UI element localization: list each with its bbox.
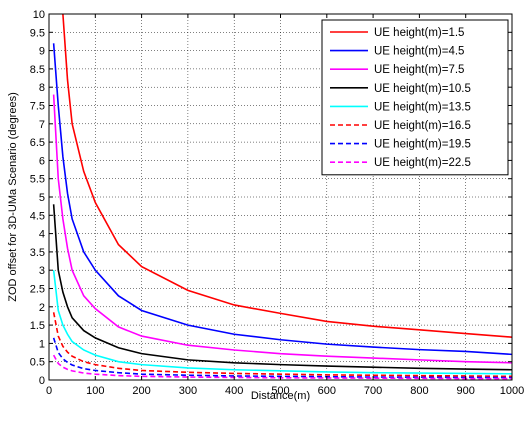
x-tick-label: 600 — [318, 385, 336, 397]
y-tick-label: 6 — [39, 155, 45, 167]
legend-label-5: UE height(m)=13.5 — [374, 101, 471, 113]
x-tick-label: 100 — [86, 385, 104, 397]
series-line-3 — [52, 94, 512, 364]
legend-label-6: UE height(m)=16.5 — [374, 120, 471, 132]
legend-label-8: UE height(m)=22.5 — [374, 157, 471, 169]
legend: UE height(m)=1.5 UE height(m)=4.5 UE heigh… — [321, 19, 509, 176]
y-tick-label: 7.5 — [30, 101, 45, 113]
y-tick-label: 0 — [39, 375, 45, 387]
x-tick-label: 1000 — [500, 385, 524, 397]
y-tick-label: 4 — [39, 229, 45, 241]
series-lines — [52, 14, 512, 380]
y-tick-label: 0.5 — [30, 357, 45, 369]
y-tick-label: 6.5 — [30, 137, 45, 149]
y-tick-label: 9 — [39, 46, 45, 58]
x-tick-label: 900 — [457, 385, 475, 397]
series-line-8 — [52, 354, 512, 380]
series-line-5 — [52, 270, 512, 375]
y-axis-ticks: 0 0.5 1 1.5 2 2.5 3 3.5 4 4.5 5 5.5 6 6.5 7 7.5 8 8.5 9 9.5… — [30, 9, 512, 387]
legend-label-3: UE height(m)=7.5 — [374, 64, 464, 76]
x-axis-ticks: 0 100 200 300 400 500 600 700 800 900 1000 — [46, 14, 524, 397]
series-line-6 — [52, 312, 512, 378]
y-axis-label: ZOD offset for 3D-UMa Scenario (degrees) — [7, 92, 19, 301]
x-tick-label: 500 — [271, 385, 289, 397]
y-tick-label: 5 — [39, 192, 45, 204]
series-line-4 — [52, 204, 512, 371]
x-tick-label: 300 — [179, 385, 197, 397]
legend-label-4: UE height(m)=10.5 — [374, 83, 471, 95]
x-tick-label: 400 — [225, 385, 243, 397]
x-axis-label: Distance(m) — [251, 390, 310, 402]
y-tick-label: 8.5 — [30, 64, 45, 76]
y-tick-label: 8 — [39, 82, 45, 94]
x-tick-label: 0 — [46, 385, 52, 397]
y-tick-label: 5.5 — [30, 174, 45, 186]
y-tick-label: 4.5 — [30, 210, 45, 222]
legend-label-7: UE height(m)=19.5 — [374, 139, 471, 151]
y-tick-label: 7 — [39, 119, 45, 131]
y-tick-label: 1.5 — [30, 320, 45, 332]
legend-box — [321, 19, 509, 176]
series-line-7 — [52, 337, 512, 379]
series-line-1 — [62, 14, 512, 338]
legend-label-2: UE height(m)=4.5 — [374, 46, 464, 58]
y-tick-label: 10 — [33, 9, 45, 21]
x-tick-label: 800 — [410, 385, 428, 397]
y-tick-label: 3 — [39, 265, 45, 277]
x-tick-label: 700 — [364, 385, 382, 397]
y-tick-label: 2.5 — [30, 284, 45, 296]
y-tick-label: 9.5 — [30, 27, 45, 39]
series-line-2 — [52, 43, 512, 356]
legend-label-1: UE height(m)=1.5 — [374, 27, 464, 39]
y-tick-label: 3.5 — [30, 247, 45, 259]
y-tick-label: 1 — [39, 338, 45, 350]
y-tick-label: 2 — [39, 302, 45, 314]
x-tick-label: 200 — [132, 385, 150, 397]
